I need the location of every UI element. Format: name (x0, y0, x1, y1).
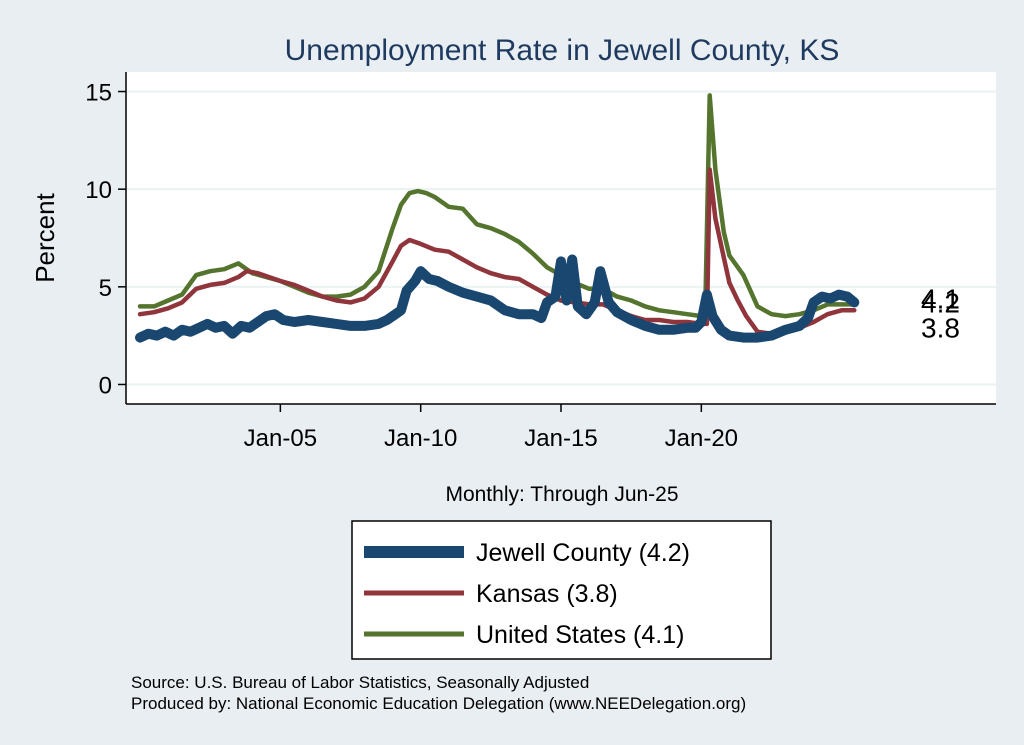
end-value-label: 4.1 (921, 283, 960, 314)
end-value-label: 3.8 (921, 312, 960, 343)
series-line-kansas (137, 167, 857, 336)
y-axis-label: Percent (30, 192, 60, 282)
x-axis-label: Monthly: Through Jun-25 (445, 483, 678, 506)
legend-label: Kansas (3.8) (476, 580, 618, 608)
legend-label: Jewell County (4.2) (476, 539, 690, 567)
end-value-label: 4.2 (921, 287, 960, 318)
source-note: Source: U.S. Bureau of Labor Statistics,… (131, 673, 589, 692)
chart-title: Unemployment Rate in Jewell County, KS (285, 34, 840, 67)
plot-area (126, 72, 996, 404)
y-tick-label: 10 (85, 177, 112, 204)
x-tick-label: Jan-15 (524, 425, 597, 452)
x-tick-label: Jan-10 (384, 425, 457, 452)
series-line-jewell-county (135, 254, 860, 343)
y-tick-label: 15 (85, 80, 112, 107)
y-tick-label: 5 (99, 275, 112, 302)
producer-note: Produced by: National Economic Education… (131, 694, 746, 713)
x-tick-label: Jan-20 (665, 425, 738, 452)
y-tick-label: 0 (99, 372, 112, 399)
legend: Jewell County (4.2) Kansas (3.8) United … (351, 520, 772, 660)
legend-label: United States (4.1) (476, 621, 684, 649)
x-tick-label: Jan-05 (244, 425, 317, 452)
